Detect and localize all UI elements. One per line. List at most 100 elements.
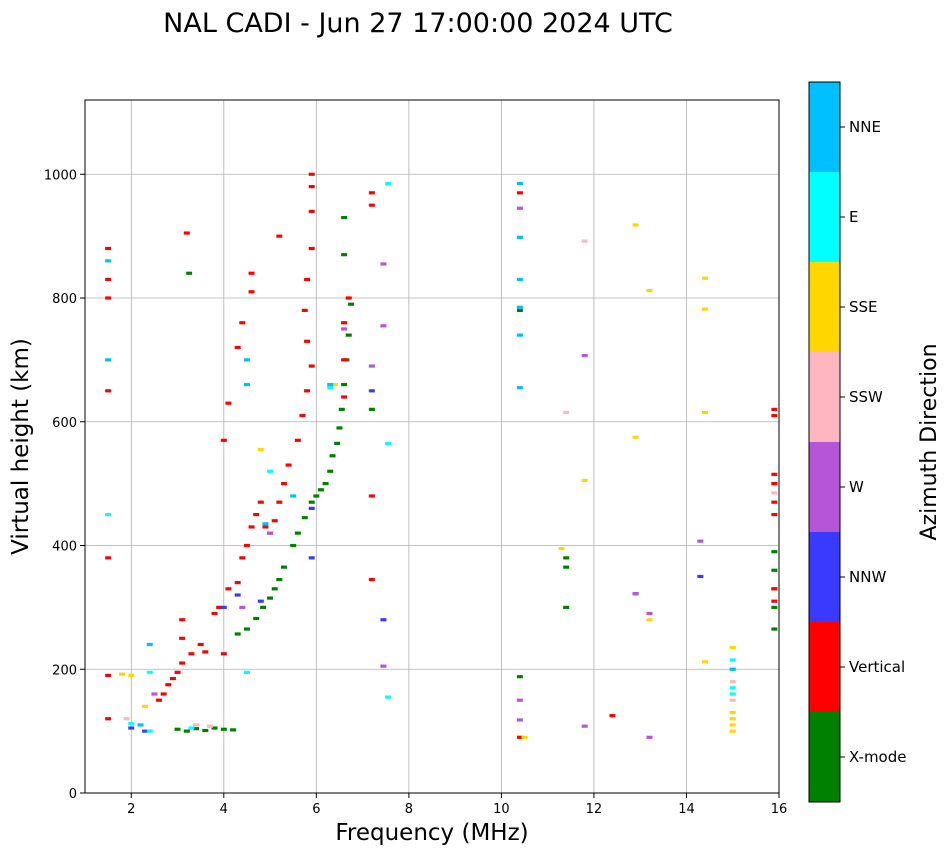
data-point-ssw xyxy=(729,698,736,702)
data-point-sse xyxy=(632,223,639,227)
data-point-vertical xyxy=(341,321,348,325)
data-point-e xyxy=(729,658,736,662)
data-point-vertical xyxy=(174,670,181,674)
x-tick-label: 14 xyxy=(678,802,695,817)
colorbar-swatch xyxy=(809,622,840,712)
data-point-vertical xyxy=(771,512,778,517)
data-point-nne xyxy=(290,494,297,498)
grid-lines xyxy=(85,100,780,794)
data-point-vertical xyxy=(304,277,311,282)
data-point-x-mode xyxy=(234,632,241,636)
data-point-vertical xyxy=(308,209,315,213)
data-point-vertical xyxy=(368,577,375,582)
x-tick-label: 8 xyxy=(405,802,413,817)
data-point-nnw xyxy=(220,605,227,609)
data-point-e xyxy=(146,670,153,674)
data-point-sse xyxy=(729,723,736,727)
colorbar-label: X-mode xyxy=(849,748,906,766)
data-point-x-mode xyxy=(243,627,250,631)
data-point-x-mode xyxy=(260,605,267,609)
data-point-w xyxy=(697,539,704,543)
data-point-vertical xyxy=(234,581,241,585)
data-point-nnw xyxy=(697,574,704,579)
data-point-w xyxy=(380,262,387,266)
plot-frame xyxy=(84,99,780,794)
data-point-vertical xyxy=(299,413,306,418)
data-point-nne xyxy=(262,522,269,526)
data-point-sse xyxy=(257,447,264,452)
data-point-nne xyxy=(327,383,334,387)
colorbar-swatch xyxy=(809,262,840,352)
data-point-x-mode xyxy=(341,253,348,257)
data-point-vertical xyxy=(271,519,278,523)
data-point-vertical xyxy=(248,290,255,294)
data-point-vertical xyxy=(308,364,315,368)
y-axis-label: Virtual height (km) xyxy=(8,338,34,555)
data-point-vertical xyxy=(771,407,778,411)
data-points xyxy=(105,172,778,739)
data-point-vertical xyxy=(294,438,301,442)
data-point-vertical xyxy=(202,650,209,654)
data-point-w xyxy=(239,605,246,609)
colorbar-label: W xyxy=(849,478,864,496)
colorbar: X-mode Vertical NNW W SSW SSE E NNE xyxy=(808,81,906,803)
data-point-x-mode xyxy=(294,531,301,535)
data-point-e xyxy=(243,670,250,674)
data-point-x-mode xyxy=(329,454,336,458)
data-point-nnw xyxy=(142,729,149,733)
data-point-vertical xyxy=(179,618,186,622)
x-tick-label: 4 xyxy=(220,802,228,817)
data-point-nne xyxy=(516,181,523,186)
data-point-nne xyxy=(516,386,523,390)
data-point-x-mode xyxy=(230,728,237,732)
data-point-vertical xyxy=(243,543,250,548)
data-point-sse xyxy=(729,729,736,733)
data-point-vertical xyxy=(197,642,204,647)
data-point-e xyxy=(267,469,274,473)
data-point-x-mode xyxy=(771,568,778,572)
data-point-x-mode xyxy=(348,302,355,306)
data-point-ssw xyxy=(123,717,130,721)
data-point-vertical xyxy=(308,172,315,176)
data-point-x-mode xyxy=(345,333,352,337)
data-point-x-mode xyxy=(334,441,341,446)
data-point-vertical xyxy=(239,321,246,325)
data-point-ssw xyxy=(581,239,588,243)
data-point-x-mode xyxy=(771,605,778,609)
data-point-sse xyxy=(701,307,708,311)
colorbar-title: Azimuth Direction xyxy=(917,343,942,540)
data-point-ssw xyxy=(771,491,778,495)
data-point-nnw xyxy=(308,506,315,510)
data-point-vertical xyxy=(516,191,523,195)
x-axis-label: Frequency (MHz) xyxy=(335,820,528,846)
chart-title: NAL CADI - Jun 27 17:00:00 2024 UTC xyxy=(163,8,673,39)
data-point-w xyxy=(368,364,375,368)
data-point-x-mode xyxy=(327,469,334,473)
colorbar-label: SSE xyxy=(849,298,878,316)
data-point-x-mode xyxy=(183,729,190,733)
colorbar-swatch xyxy=(809,532,840,622)
data-point-vertical xyxy=(280,482,287,486)
data-point-sse xyxy=(632,435,639,439)
data-point-sse xyxy=(729,717,736,721)
data-point-w xyxy=(516,718,523,722)
colorbar-label: NNW xyxy=(849,568,886,586)
y-tick-label: 200 xyxy=(52,663,77,678)
data-point-sse xyxy=(142,704,149,708)
data-point-vertical xyxy=(285,463,292,467)
data-point-ssw xyxy=(563,410,570,415)
data-point-sse xyxy=(119,672,126,676)
data-point-vertical xyxy=(308,246,315,251)
x-tick-label: 6 xyxy=(312,802,320,817)
data-point-vertical xyxy=(301,308,308,312)
data-point-vertical xyxy=(239,556,246,560)
data-point-vertical xyxy=(341,395,348,399)
data-point-sse xyxy=(646,288,653,293)
y-tick-label: 1000 xyxy=(44,168,77,183)
data-point-nne xyxy=(105,358,112,362)
colorbar-label: Vertical xyxy=(849,658,905,676)
data-point-ssw xyxy=(729,680,736,684)
data-point-vertical xyxy=(105,673,112,678)
data-point-nnw xyxy=(308,556,315,560)
data-point-w xyxy=(581,724,588,728)
